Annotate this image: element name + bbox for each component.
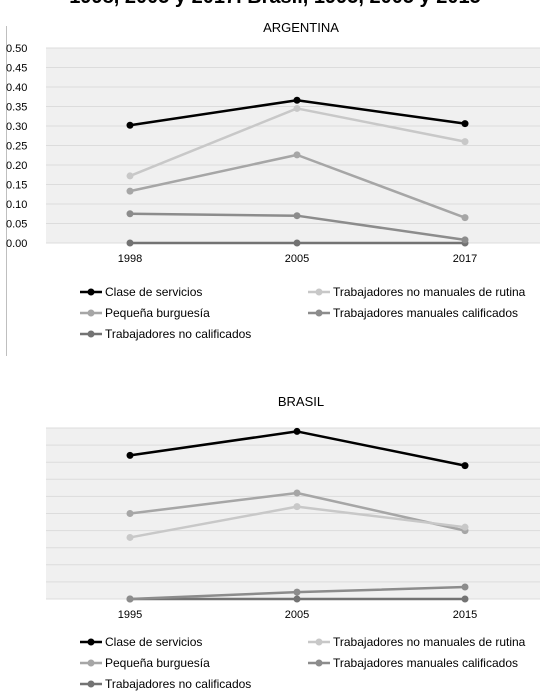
y-tick-label: 0.45: [6, 63, 27, 75]
legend-label: Trabajadores manuales calificados: [333, 656, 518, 670]
legend-swatch-marker: [315, 638, 323, 646]
y-tick-label: 0.30: [6, 121, 27, 133]
figure-title: 1998, 2005 y 2017. Brasil, 1995, 2005 y …: [0, 0, 542, 9]
y-tick-label: 0.25: [6, 141, 27, 153]
series-point: [461, 583, 469, 591]
legend-label: Trabajadores no manuales de rutina: [333, 285, 526, 299]
legend-swatch-marker: [87, 330, 95, 338]
series-point: [461, 236, 469, 244]
y-tick-label: 0.35: [6, 102, 27, 114]
series-point: [126, 239, 134, 247]
series-point: [461, 523, 469, 531]
legend-label: Clase de servicios: [105, 285, 202, 299]
y-tick-label: 0.40: [6, 82, 27, 94]
series-point: [126, 121, 134, 129]
y-tick-label: 0.50: [6, 43, 27, 55]
y-tick-label: 0.15: [6, 180, 27, 192]
chart-title: ARGENTINA: [263, 20, 339, 35]
y-tick-label: 0.05: [6, 219, 27, 231]
legend-label: Trabajadores no manuales de rutina: [333, 635, 526, 649]
series-point: [293, 96, 301, 104]
series-point: [293, 427, 301, 435]
series-point: [461, 120, 469, 128]
series-point: [126, 172, 134, 180]
series-point: [293, 595, 301, 603]
x-tick-label: 2017: [453, 253, 477, 265]
series-point: [126, 510, 134, 517]
legend-swatch-marker: [87, 309, 95, 317]
x-tick-label: 1995: [118, 609, 142, 621]
x-tick-label: 2005: [285, 253, 309, 265]
legend-label: Clase de servicios: [105, 635, 202, 649]
series-point: [126, 210, 134, 218]
series-point: [293, 489, 301, 497]
legend-label: Trabajadores manuales calificados: [333, 306, 518, 320]
series-point: [293, 212, 301, 220]
series-point: [293, 588, 301, 596]
x-tick-label: 2015: [453, 609, 477, 621]
legend-swatch-marker: [87, 288, 95, 296]
series-point: [126, 533, 134, 541]
legend-swatch-marker: [87, 680, 95, 688]
chart-title: BRASIL: [278, 394, 324, 409]
series-point: [461, 214, 469, 222]
series-point: [126, 187, 134, 195]
legend-swatch-marker: [87, 659, 95, 667]
series-point: [293, 503, 301, 511]
legend-swatch-marker: [315, 288, 323, 296]
legend-label: Trabajadores no calificados: [105, 677, 251, 691]
series-point: [461, 462, 469, 470]
series-point: [461, 138, 469, 146]
series-point: [293, 151, 301, 159]
x-tick-label: 2005: [285, 609, 309, 621]
series-point: [126, 451, 134, 459]
panel-divider: [6, 26, 7, 356]
x-tick-label: 1998: [118, 253, 142, 265]
legend-label: Pequeña burguesía: [105, 656, 210, 670]
legend-label: Trabajadores no calificados: [105, 327, 251, 341]
series-point: [126, 595, 134, 603]
y-tick-label: 0.10: [6, 199, 27, 211]
series-point: [293, 239, 301, 247]
legend-swatch-marker: [87, 638, 95, 646]
series-point: [293, 104, 301, 112]
legend-swatch-marker: [315, 659, 323, 667]
y-tick-label: 0.00: [6, 238, 27, 250]
y-tick-label: 0.20: [6, 160, 27, 172]
series-point: [461, 595, 469, 603]
legend-swatch-marker: [315, 309, 323, 317]
legend-label: Pequeña burguesía: [105, 306, 210, 320]
